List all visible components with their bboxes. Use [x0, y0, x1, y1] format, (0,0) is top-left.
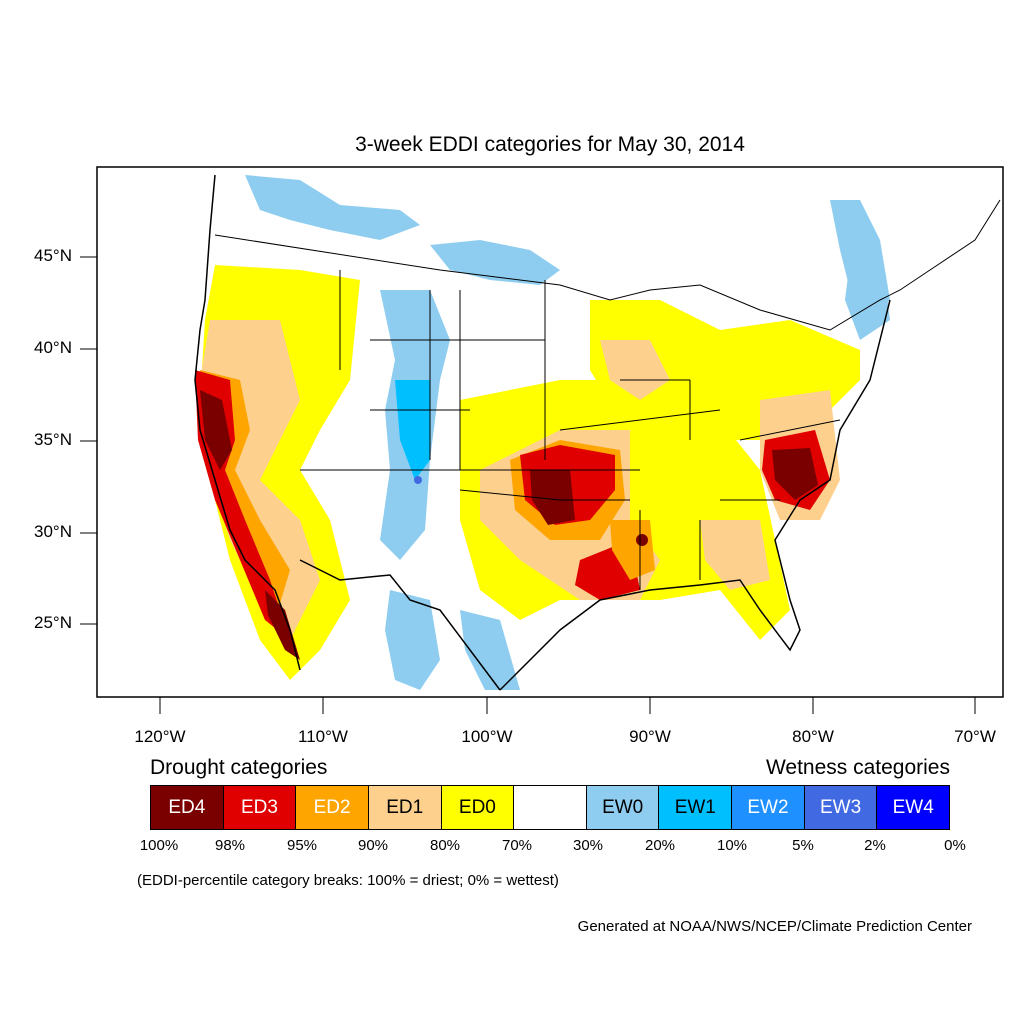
wetness-heading: Wetness categories: [765, 756, 950, 779]
legend-ed3-label: ED3: [240, 796, 278, 818]
lat-label-30: 30°N: [34, 522, 72, 541]
lon-label-90: 90°W: [629, 727, 671, 746]
lat-label-25: 25°N: [34, 613, 72, 632]
legend-ew4-label: EW4: [892, 796, 934, 818]
pct-break: 100%: [139, 837, 179, 854]
legend-normal: [514, 786, 587, 829]
lon-label-110: 110°W: [298, 727, 348, 746]
legend-ew3: EW3: [804, 786, 878, 829]
pct-break: 98%: [214, 837, 246, 854]
legend-ed0: ED0: [441, 786, 515, 829]
legend-ew2: EW2: [732, 786, 805, 829]
map-title: 3-week EDDI categories for May 30, 2014: [355, 133, 745, 156]
wet-newengland: [845, 260, 890, 340]
ed4-california: [200, 390, 232, 470]
wet-canada-west: [245, 175, 420, 240]
pct-break: 90%: [357, 837, 389, 854]
ed4-plains: [530, 470, 575, 525]
drought-heading: Drought categories: [150, 756, 328, 779]
map-frame: [96, 166, 1004, 698]
legend-ed2-label: ED2: [313, 796, 351, 818]
legend-ed3: ED3: [223, 786, 297, 829]
wet-texas-coast: [460, 610, 520, 690]
pct-break: 95%: [286, 837, 318, 854]
wet-canada-central: [430, 240, 560, 285]
ew3-spot: [414, 476, 422, 484]
legend-ed2: ED2: [296, 786, 369, 829]
pct-break: 20%: [644, 837, 676, 854]
map-field: [195, 175, 890, 690]
lon-label-100: 100°W: [461, 727, 513, 746]
pct-break: 5%: [792, 837, 814, 854]
ed4-baja: [265, 590, 300, 660]
borders: [194, 174, 1001, 691]
pct-break: 30%: [572, 837, 604, 854]
legend-ew1: EW1: [659, 786, 733, 829]
pct-break: 10%: [716, 837, 748, 854]
lon-label-120: 120°W: [134, 727, 186, 746]
legend-ew0-label: EW0: [602, 796, 644, 818]
lon-label-70: 70°W: [954, 727, 996, 746]
ed1-southeast: [700, 520, 770, 590]
legend-ew1-label: EW1: [674, 796, 716, 818]
legend-ed1: ED1: [368, 786, 442, 829]
pct-break: 2%: [864, 837, 886, 854]
legend-ed4: ED4: [151, 786, 224, 829]
pct-break: 0%: [944, 837, 966, 854]
legend-ew0: EW0: [586, 786, 660, 829]
ed4-arkansas: [636, 534, 648, 546]
legend-ed1-label: ED1: [386, 796, 424, 818]
legend-ed4-label: ED4: [168, 796, 206, 818]
pct-break: 70%: [501, 837, 533, 854]
lat-label-45: 45°N: [34, 246, 72, 265]
legend-ed0-label: ED0: [458, 796, 496, 818]
category-legend: ED4 ED3 ED2 ED1 ED0 EW0 EW1 EW2 EW3 EW4: [150, 785, 950, 830]
lat-label-35: 35°N: [34, 430, 72, 449]
wet-mexico: [385, 590, 440, 690]
category-note: (EDDI-percentile category breaks: 100% =…: [137, 872, 559, 889]
ew1-rockies: [395, 380, 430, 480]
lat-label-40: 40°N: [34, 338, 72, 357]
ed4-carolina: [772, 448, 818, 500]
legend-ew4: EW4: [877, 786, 950, 829]
ed1-midwest: [600, 340, 670, 400]
pct-break: 80%: [429, 837, 461, 854]
axis-ticks: [80, 256, 976, 714]
credit-line: Generated at NOAA/NWS/NCEP/Climate Predi…: [577, 918, 972, 935]
lon-label-80: 80°W: [792, 727, 834, 746]
legend-ew3-label: EW3: [819, 796, 862, 818]
legend-ew2-label: EW2: [747, 796, 789, 818]
